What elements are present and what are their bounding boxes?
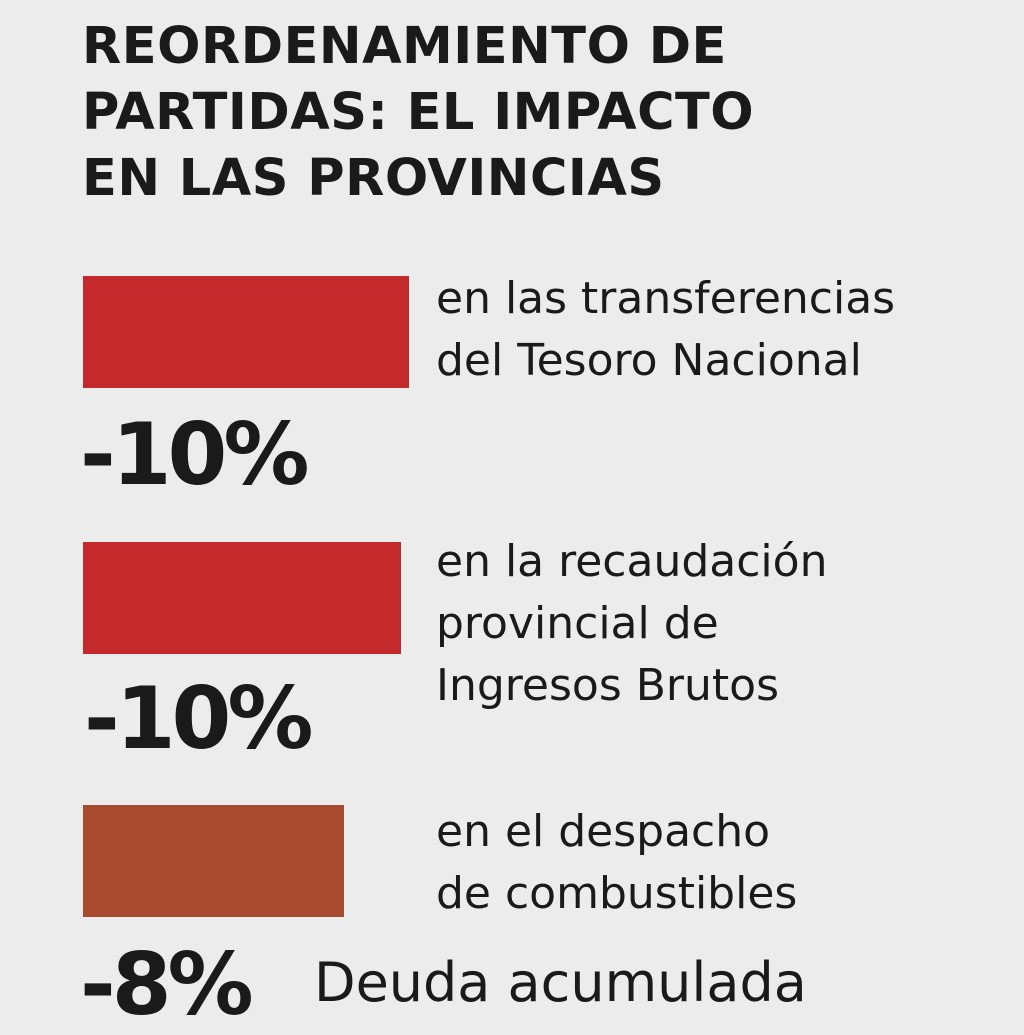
- bar-combustibles: [83, 805, 344, 917]
- label-combustibles: en el despacho de combustibles: [436, 801, 797, 925]
- value-transferencias: -10%: [80, 405, 310, 505]
- title-line-2: PARTIDAS: EL IMPACTO: [82, 83, 755, 142]
- value-combustibles: -8%: [80, 935, 254, 1035]
- title-line-1: REORDENAMIENTO DE: [82, 17, 727, 76]
- label-transferencias-line-1: en las transferencias: [436, 273, 896, 324]
- label-ingresos-brutos: en la recaudación provincial de Ingresos…: [436, 531, 827, 717]
- deuda-acumulada-label: Deuda acumulada: [314, 951, 807, 1014]
- label-transferencias: en las transferencias del Tesoro Naciona…: [436, 268, 895, 392]
- label-transferencias-line-2: del Tesoro Nacional: [436, 335, 862, 386]
- label-combustibles-line-2: de combustibles: [436, 868, 798, 919]
- label-ingresos-brutos-line-2: provincial de: [436, 598, 719, 649]
- bar-ingresos-brutos: [83, 542, 401, 654]
- title-line-3: EN LAS PROVINCIAS: [82, 149, 665, 208]
- label-ingresos-brutos-line-3: Ingresos Brutos: [436, 660, 779, 711]
- bar-transferencias: [83, 276, 409, 388]
- label-combustibles-line-1: en el despacho: [436, 806, 771, 857]
- value-ingresos-brutos: -10%: [84, 669, 314, 769]
- label-ingresos-brutos-line-1: en la recaudación: [436, 536, 828, 587]
- chart-title: REORDENAMIENTO DE PARTIDAS: EL IMPACTO E…: [82, 14, 802, 212]
